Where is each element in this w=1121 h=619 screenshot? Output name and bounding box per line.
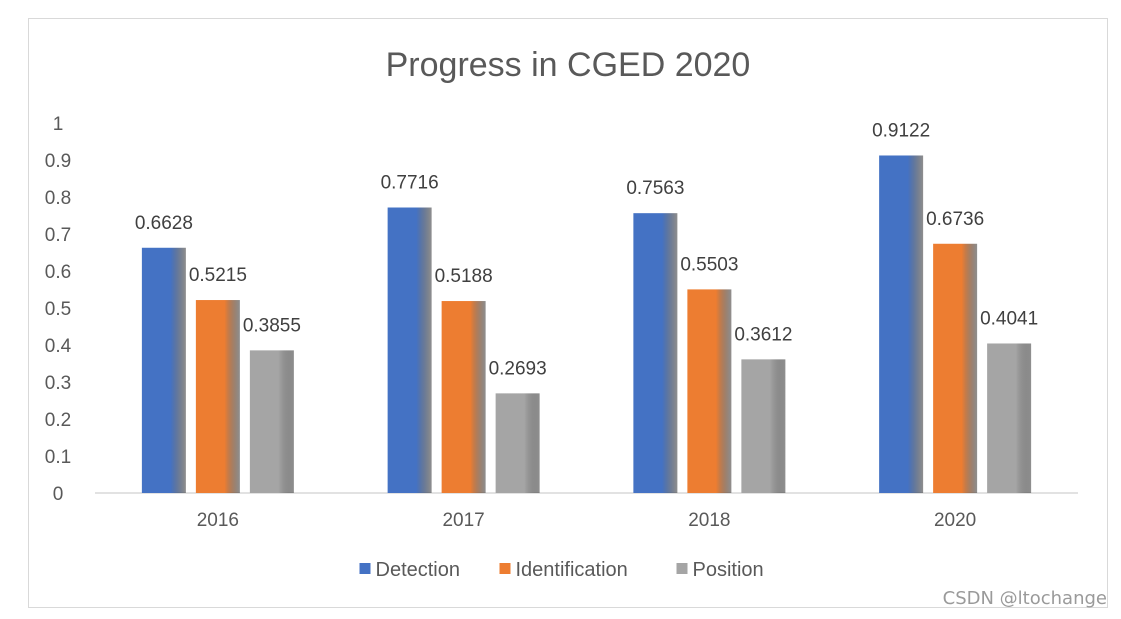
legend-item-position: Position	[676, 559, 764, 581]
bar-detection-2018	[633, 213, 678, 493]
x-tick-label: 2017	[442, 510, 484, 531]
data-label: 0.3612	[734, 324, 792, 345]
data-label: 0.6628	[135, 213, 193, 234]
legend: Detection Identification Position	[359, 559, 764, 581]
bar-detection-2016	[141, 247, 186, 493]
legend-label: Position	[693, 559, 764, 581]
data-label: 0.4041	[980, 308, 1038, 329]
watermark-text: CSDN @ltochange	[942, 588, 1107, 609]
legend-label: Detection	[376, 559, 461, 581]
data-label: 0.6736	[926, 209, 984, 230]
data-label: 0.5503	[680, 254, 738, 275]
y-tick-label: 0.6	[45, 262, 71, 283]
bar-identification-2016	[195, 300, 240, 493]
legend-item-detection: Detection	[359, 559, 461, 581]
x-axis-ticks: 2016 2017 2018 2020	[197, 510, 977, 531]
bar-position-2018	[741, 359, 786, 493]
legend-swatch	[499, 563, 511, 574]
y-tick-label: 0	[53, 484, 64, 505]
y-tick-label: 0.5	[45, 299, 71, 320]
y-tick-label: 0.1	[45, 447, 71, 468]
legend-label: Identification	[516, 559, 628, 581]
chart-title: Progress in CGED 2020	[386, 46, 751, 84]
y-tick-label: 0.4	[45, 336, 72, 357]
bar-position-2020	[987, 343, 1032, 493]
bar-identification-2020	[933, 243, 978, 493]
data-label: 0.7563	[626, 178, 684, 199]
bar-detection-2017	[387, 207, 432, 493]
x-tick-label: 2018	[688, 510, 730, 531]
bar-identification-2017	[441, 301, 486, 493]
x-tick-label: 2016	[197, 510, 239, 531]
data-label: 0.5215	[189, 265, 247, 286]
bar-identification-2018	[687, 289, 732, 493]
y-tick-label: 0.8	[45, 188, 71, 209]
bar-position-2017	[495, 393, 540, 493]
bars	[141, 155, 1032, 493]
y-tick-label: 0.7	[45, 225, 71, 246]
data-label: 0.7716	[381, 173, 439, 194]
y-tick-label: 0.2	[45, 410, 71, 431]
data-label: 0.9122	[872, 120, 930, 141]
y-tick-label: 1	[53, 114, 64, 135]
y-tick-label: 0.3	[45, 373, 71, 394]
data-labels: 0.6628 0.5215 0.3855 0.7716 0.5188 0.2693 0.75…	[135, 120, 1038, 379]
data-label: 0.3855	[243, 315, 301, 336]
x-tick-label: 2020	[934, 510, 976, 531]
legend-swatch	[676, 563, 688, 574]
data-label: 0.2693	[489, 358, 547, 379]
bar-detection-2020	[879, 155, 924, 493]
bar-position-2016	[249, 350, 294, 493]
legend-swatch	[359, 563, 371, 574]
y-tick-label: 0.9	[45, 151, 71, 172]
y-axis-ticks: 0 0.1 0.2 0.3 0.4 0.5 0.6 0.7 0.8 0.9 1	[45, 114, 72, 505]
legend-item-identification: Identification	[499, 559, 628, 581]
data-label: 0.5188	[435, 266, 493, 287]
